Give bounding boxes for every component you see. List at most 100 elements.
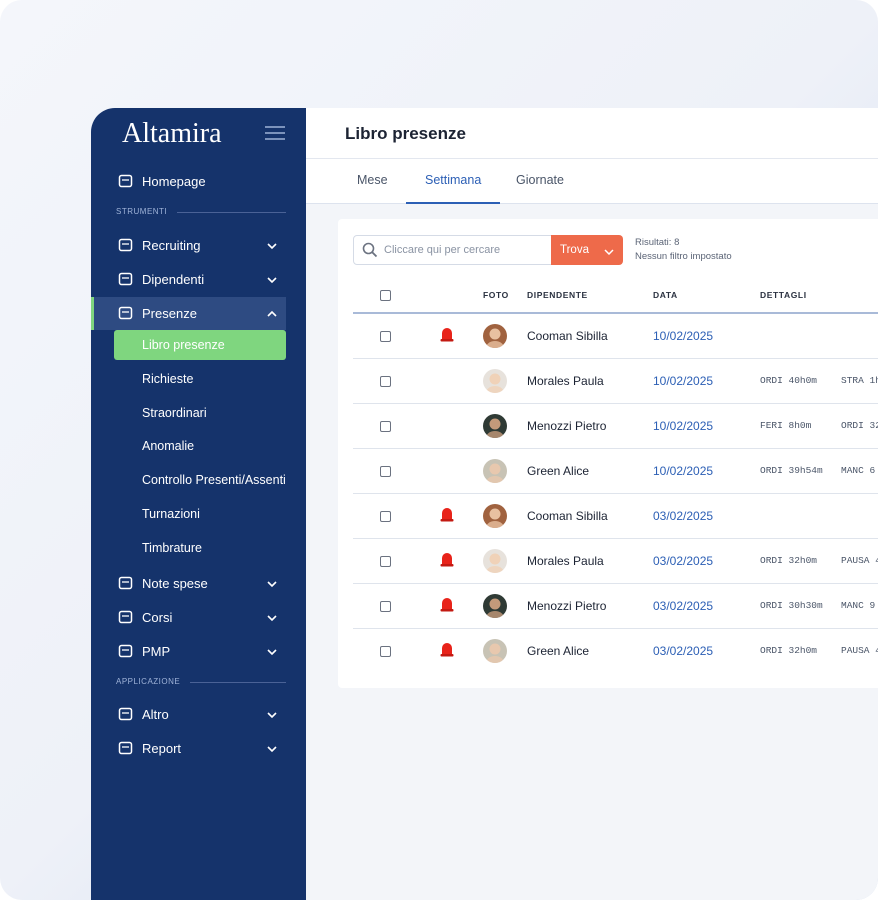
chevron[interactable] [265, 611, 279, 623]
menu-icon [118, 174, 133, 188]
checkbox[interactable] [380, 646, 391, 657]
header-divider [353, 312, 878, 314]
submenu-item[interactable]: Richieste [142, 372, 194, 386]
detail-chip: MANC 9 [841, 600, 876, 611]
menu-item[interactable]: Homepage [142, 174, 206, 189]
checkbox[interactable] [380, 376, 391, 387]
row-divider [353, 403, 878, 404]
employee-name[interactable]: Green Alice [527, 644, 590, 658]
column-header: DIPENDENTE [527, 290, 588, 300]
chevron[interactable] [265, 708, 279, 720]
alert-icon [440, 597, 454, 612]
menu-item[interactable]: Recruiting [142, 238, 201, 253]
results-count: Risultati: 8 [635, 237, 680, 248]
chevron[interactable] [265, 307, 279, 319]
search-input[interactable] [353, 235, 553, 265]
menu-toggle[interactable] [264, 125, 286, 141]
date[interactable]: 03/02/2025 [653, 554, 714, 568]
table-card [338, 219, 878, 688]
chevron[interactable] [265, 645, 279, 657]
employee-name[interactable]: Green Alice [527, 464, 590, 478]
checkbox[interactable] [380, 556, 391, 567]
section-line [177, 212, 286, 213]
employee-name[interactable]: Cooman Sibilla [527, 329, 608, 343]
checkbox[interactable] [380, 466, 391, 477]
tab-underline [406, 202, 500, 204]
chevron[interactable] [265, 577, 279, 589]
checkbox[interactable] [380, 601, 391, 612]
submenu-active-bg [114, 330, 286, 360]
search-placeholder: Cliccare qui per cercare [384, 244, 501, 256]
menu-item[interactable]: Presenze [142, 306, 197, 321]
avatar [483, 504, 507, 528]
chevron[interactable] [265, 273, 279, 285]
checkbox[interactable] [380, 511, 391, 522]
date[interactable]: 10/02/2025 [653, 329, 714, 343]
menu-item[interactable]: Note spese [142, 576, 208, 592]
alert-icon [440, 327, 454, 342]
employee-name[interactable]: Cooman Sibilla [527, 509, 608, 523]
date[interactable]: 03/02/2025 [653, 644, 714, 658]
tab[interactable]: Settimana [425, 173, 482, 187]
date[interactable]: 03/02/2025 [653, 509, 714, 523]
row-divider [353, 448, 878, 449]
menu-item[interactable]: Corsi [142, 610, 173, 626]
employee-name[interactable]: Morales Paula [527, 554, 604, 568]
avatar [483, 324, 507, 348]
date[interactable]: 10/02/2025 [653, 374, 714, 388]
detail-chip: ORDI 32h0m [760, 555, 818, 566]
row-divider [353, 583, 878, 584]
section-label: APPLICAZIONE [116, 677, 181, 686]
menu-icon [118, 644, 133, 658]
menu-icon [118, 576, 133, 590]
date[interactable]: 03/02/2025 [653, 599, 714, 613]
checkbox[interactable] [380, 331, 391, 342]
menu-item[interactable]: PMP [142, 644, 171, 660]
menu-icon [118, 272, 133, 286]
chevron[interactable] [265, 742, 279, 754]
employee-name[interactable]: Morales Paula [527, 374, 604, 388]
avatar [483, 459, 507, 483]
chevron[interactable] [265, 239, 279, 251]
tab[interactable]: Mese [357, 173, 388, 187]
submenu-item[interactable]: Timbrature [142, 540, 202, 555]
menu-item[interactable]: Altro [142, 707, 169, 722]
search-button[interactable] [551, 235, 623, 265]
menu-icon [118, 707, 133, 721]
page-title: Libro presenze [345, 124, 466, 143]
submenu-item[interactable]: Straordinari [142, 405, 207, 420]
avatar [483, 414, 507, 438]
row-divider [353, 538, 878, 539]
row-divider [353, 628, 878, 629]
row-divider [353, 358, 878, 359]
menu-item[interactable]: Dipendenti [142, 272, 205, 287]
detail-chip: ORDI 30h30m [760, 600, 823, 611]
tab[interactable]: Giornate [516, 173, 564, 187]
checkbox[interactable] [380, 421, 391, 432]
detail-chip: PAUSA 4 [841, 555, 878, 566]
submenu-item[interactable]: Controllo Presenti/Assenti [142, 473, 286, 488]
submenu-item[interactable]: Anomalie [142, 439, 195, 454]
avatar [483, 594, 507, 618]
sidebar [91, 108, 306, 900]
detail-chip: MANC 6 [841, 465, 876, 476]
search-button-chevron[interactable] [603, 244, 615, 256]
date[interactable]: 10/02/2025 [653, 464, 714, 478]
submenu-item[interactable]: Turnazioni [142, 506, 200, 521]
menu-icon [118, 306, 133, 320]
menu-icon [118, 238, 133, 252]
avatar [483, 639, 507, 663]
checkbox[interactable] [380, 290, 391, 301]
menu-item-active-bg [91, 297, 286, 330]
employee-name[interactable]: Menozzi Pietro [527, 419, 607, 433]
alert-icon [440, 642, 454, 657]
menu-item[interactable]: Report [142, 741, 182, 756]
employee-name[interactable]: Menozzi Pietro [527, 599, 607, 613]
column-header: DATA [653, 290, 678, 300]
row-divider [353, 493, 878, 494]
submenu-item[interactable]: Libro presenze [142, 338, 225, 352]
date[interactable]: 10/02/2025 [653, 419, 714, 433]
search-button-label[interactable]: Trova [560, 244, 589, 256]
menu-icon [118, 610, 133, 624]
header [306, 108, 878, 204]
